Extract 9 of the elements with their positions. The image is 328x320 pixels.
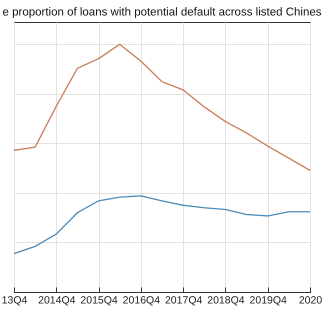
- x-tick-label: 2016Q4: [122, 294, 160, 306]
- chart-title: e proportion of loans with potential default across listed Chines: [2, 6, 322, 18]
- x-tick-label: 2014Q4: [38, 294, 76, 306]
- x-tick-label: 2015Q4: [80, 294, 118, 306]
- x-tick-label: 2020: [298, 294, 322, 306]
- x-tick-label: 2017Q4: [164, 294, 202, 306]
- x-tick-label: 13Q4: [2, 294, 28, 306]
- x-tick-label: 2019Q4: [250, 294, 288, 306]
- x-tick-label: 2018Q4: [207, 294, 245, 306]
